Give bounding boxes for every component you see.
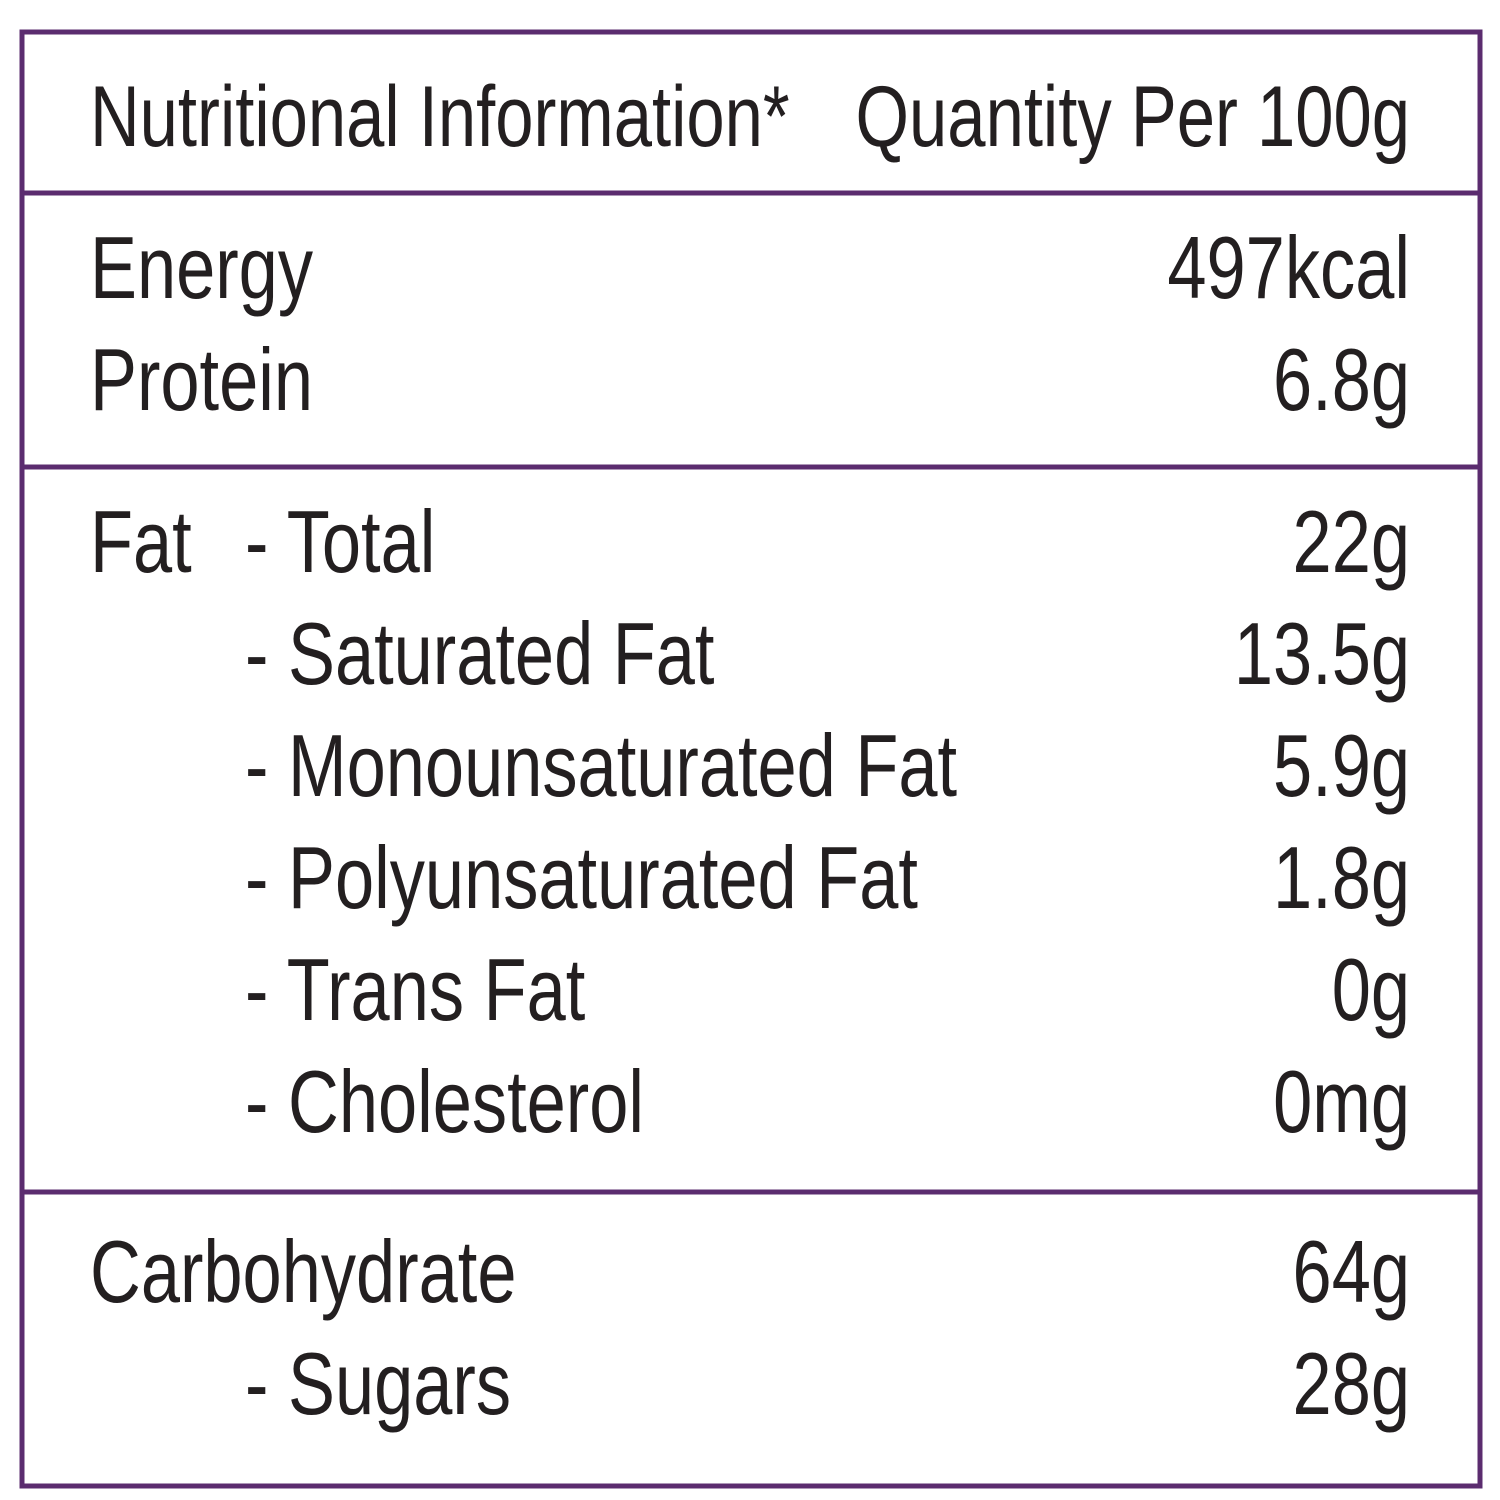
header-quantity: Quantity Per 100g [856, 69, 1410, 165]
row-value: 497kcal [1167, 218, 1410, 316]
row-value: 5.9g [1273, 716, 1410, 814]
row-value: 28g [1293, 1334, 1410, 1432]
row-label: - Monounsaturated Fat [245, 716, 957, 814]
row-value: 0g [1332, 940, 1410, 1038]
row-value: 13.5g [1234, 604, 1410, 702]
row-label: - Saturated Fat [245, 604, 714, 702]
row-label: Protein [90, 330, 313, 428]
row-prefix: Fat [90, 492, 192, 590]
row-label: Carbohydrate [90, 1222, 516, 1320]
row-label: - Cholesterol [245, 1052, 644, 1150]
row-value: 0mg [1273, 1052, 1410, 1150]
row-value: 64g [1293, 1222, 1410, 1320]
row-label: - Total [245, 492, 435, 590]
row-value: 22g [1293, 492, 1410, 590]
row-value: 1.8g [1273, 828, 1410, 926]
row-label: Energy [90, 218, 313, 316]
row-label: - Trans Fat [245, 940, 585, 1038]
row-label: - Polyunsaturated Fat [245, 828, 918, 926]
panel-border [19, 29, 1483, 1489]
row-label: - Sugars [245, 1334, 511, 1432]
row-value: 6.8g [1273, 330, 1410, 428]
header-title: Nutritional Information* [90, 69, 790, 165]
